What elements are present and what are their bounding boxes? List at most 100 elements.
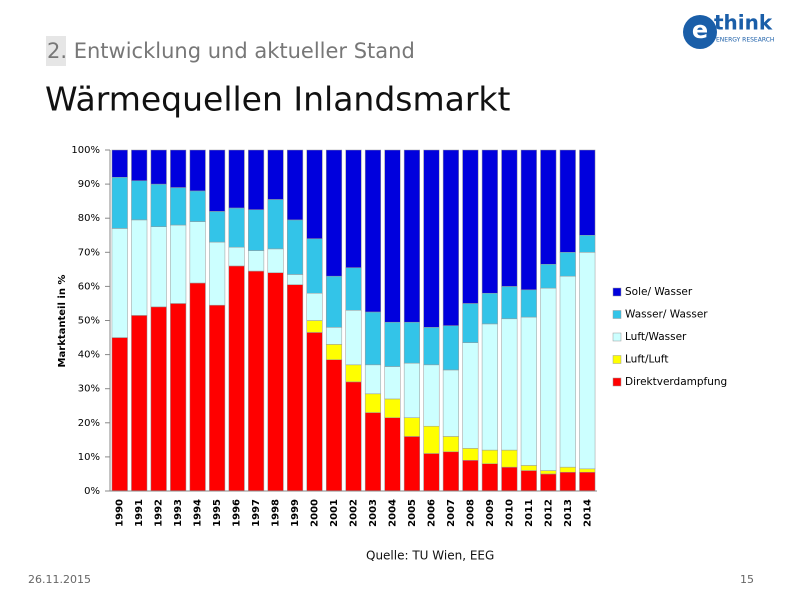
bar-segment: [559, 466, 576, 473]
bar-segment: [481, 323, 498, 451]
bar-segment: [520, 470, 537, 492]
bar-segment: [423, 149, 440, 328]
bar-segment: [364, 364, 382, 395]
bar-segment: [189, 149, 206, 192]
bar-segment: [150, 183, 167, 227]
logo-name: think: [714, 11, 773, 35]
bar-segment: [481, 449, 498, 464]
y-tick-label: 60%: [78, 281, 100, 292]
bar-segment: [501, 449, 518, 468]
logo-tagline: ENERGY RESEARCH: [716, 37, 774, 44]
bar-segment: [501, 149, 518, 287]
bar-segment: [287, 149, 304, 221]
y-tick-label: 10%: [78, 452, 100, 463]
bar-segment: [189, 190, 206, 222]
y-tick-label: 40%: [78, 350, 100, 361]
bar-segment: [403, 417, 420, 437]
bar-segment: [384, 149, 401, 323]
x-tick-label: 2000: [310, 499, 321, 527]
page-number: 15: [740, 573, 754, 586]
bar-segment: [345, 364, 362, 383]
bar-segment: [248, 149, 265, 210]
bar-segment: [325, 344, 343, 360]
bar-segment: [442, 369, 459, 437]
bar-segment: [442, 325, 459, 371]
legend-label: Luft/Luft: [625, 354, 668, 366]
bar-segment: [384, 366, 401, 400]
y-tick-label: 80%: [78, 213, 100, 224]
x-tick-label: 2009: [485, 499, 496, 527]
bar-segment: [287, 284, 304, 492]
bar-segment: [170, 187, 187, 226]
x-tick-label: 2013: [563, 499, 574, 527]
bar-segment: [579, 149, 596, 236]
x-tick-label: 2005: [407, 499, 418, 527]
bar-segment: [267, 248, 284, 274]
legend-swatch: [612, 377, 622, 387]
bar-segment: [325, 359, 343, 492]
y-tick-label: 50%: [78, 316, 100, 327]
bar-segment: [579, 235, 596, 253]
bar-segment: [345, 310, 362, 366]
x-tick-label: 1993: [173, 499, 184, 527]
bar-segment: [559, 149, 576, 253]
date: 26.11.2015: [28, 573, 91, 586]
bar-segment: [384, 417, 401, 492]
bar-segment: [423, 453, 440, 492]
bar-segment: [403, 436, 420, 492]
bar-segment: [209, 304, 226, 492]
x-tick-label: 2006: [426, 499, 437, 527]
x-tick-label: 1999: [290, 499, 301, 527]
bar-segment: [345, 267, 362, 311]
bar-segment: [209, 211, 226, 243]
bar-segment: [540, 263, 557, 289]
bar-segment: [520, 316, 537, 466]
bar-segment: [345, 149, 362, 268]
bar-segment: [170, 149, 187, 188]
bar-segment: [248, 250, 265, 272]
bar-segment: [170, 224, 187, 304]
bar-segment: [131, 180, 148, 221]
x-tick-label: 1996: [232, 499, 243, 527]
x-tick-label: 2010: [504, 499, 515, 527]
bar-segment: [209, 241, 226, 306]
x-tick-label: 2002: [349, 499, 360, 527]
bar-segment: [131, 149, 148, 181]
bar-segment: [462, 149, 479, 304]
bar-segment: [287, 274, 304, 285]
legend-swatch: [612, 332, 622, 342]
bar-segment: [170, 303, 187, 492]
bar-segment: [306, 320, 323, 333]
bar-segment: [267, 199, 284, 250]
legend-swatch: [612, 355, 622, 364]
bar-segment: [579, 252, 596, 470]
bar-segment: [423, 327, 440, 366]
logo-circle: [683, 15, 717, 49]
bar-segment: [131, 219, 148, 316]
x-tick-label: 1990: [115, 499, 126, 527]
bar-segment: [501, 318, 518, 451]
bar-segment: [481, 292, 498, 325]
bar-segment: [540, 149, 557, 265]
bar-segment: [111, 149, 128, 178]
bar-segment: [481, 149, 498, 294]
bar-segment: [462, 303, 479, 343]
bar-segment: [209, 149, 226, 212]
bar-segment: [111, 337, 128, 492]
x-tick-label: 2011: [524, 499, 535, 527]
bar-segment: [559, 252, 576, 277]
bar-segment: [131, 315, 148, 492]
bar-segment: [111, 177, 128, 229]
bar-segment: [267, 272, 284, 492]
bar-segment: [248, 270, 265, 492]
bar-segment: [540, 470, 557, 475]
bar-segment: [520, 465, 537, 471]
bar-segment: [325, 327, 343, 345]
bar-segment: [442, 436, 459, 453]
x-tick-label: 2008: [465, 499, 476, 527]
bar-segment: [111, 228, 128, 338]
bar-segment: [579, 468, 596, 473]
bar-segment: [150, 306, 167, 492]
bar-segment: [345, 381, 362, 492]
bar-segment: [364, 311, 382, 366]
